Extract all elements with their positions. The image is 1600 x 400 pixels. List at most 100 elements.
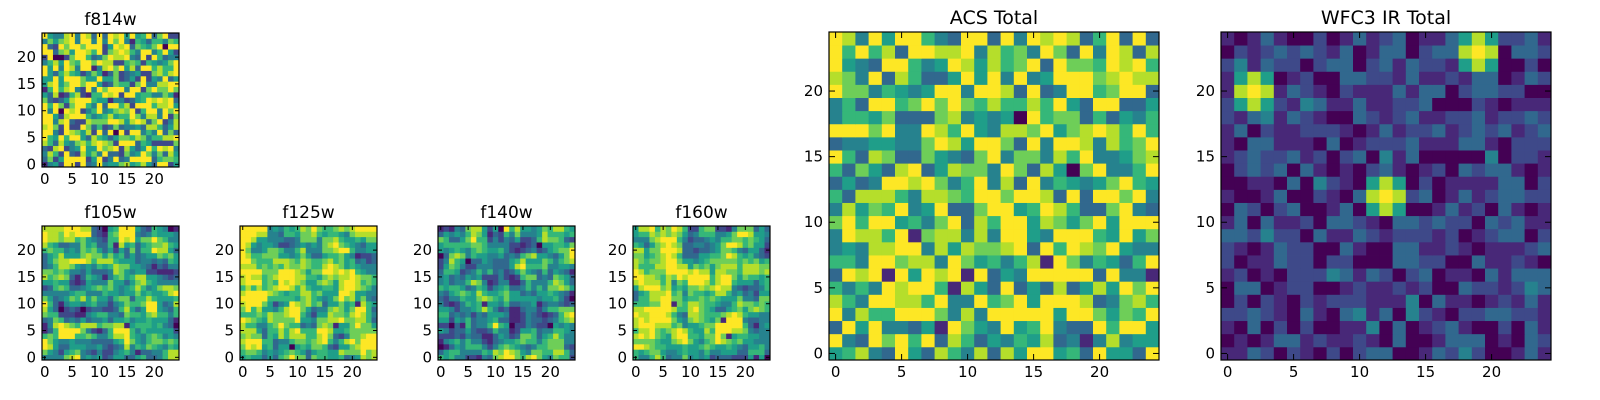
heatmap-cell	[638, 268, 645, 275]
heatmap-cell	[709, 268, 716, 275]
heatmap-cell	[162, 242, 169, 248]
heatmap-cell	[868, 45, 883, 59]
heatmap-cell	[731, 333, 738, 339]
heatmap-cell	[278, 263, 285, 270]
heatmap-cell	[267, 247, 274, 254]
heatmap-cell	[151, 295, 158, 302]
heatmap-cell	[1537, 346, 1552, 361]
heatmap-cell	[63, 231, 70, 238]
heatmap-cell	[91, 295, 98, 302]
heatmap-cell	[129, 161, 136, 168]
heatmap-cell	[1053, 58, 1067, 72]
heatmap-cell	[1234, 215, 1248, 230]
heatmap-cell	[69, 156, 76, 163]
heatmap-cell	[305, 252, 312, 259]
heatmap-cell	[1339, 228, 1354, 243]
heatmap-cell	[63, 327, 70, 334]
heatmap-cell	[448, 338, 455, 345]
heatmap-cell	[349, 236, 356, 243]
heatmap-cell	[1145, 123, 1160, 138]
heatmap-cell	[140, 263, 147, 270]
heatmap-cell	[443, 226, 450, 232]
heatmap-cell	[1119, 281, 1133, 295]
heatmap-cell	[443, 343, 450, 350]
heatmap-cell	[1119, 110, 1133, 125]
heatmap-cell	[1537, 32, 1552, 46]
heatmap-cell	[1485, 110, 1499, 125]
heatmap-cell	[338, 284, 345, 291]
heatmap-cell	[654, 327, 661, 334]
heatmap-cell	[764, 306, 771, 313]
heatmap-cell	[459, 263, 466, 270]
heatmap-cell	[245, 279, 252, 286]
heatmap-cell	[63, 129, 70, 136]
heatmap-cell	[1079, 84, 1094, 98]
heatmap-cell	[344, 338, 350, 345]
heatmap-cell	[1471, 97, 1486, 112]
heatmap-cell	[96, 70, 103, 77]
heatmap-cell	[272, 354, 279, 361]
heatmap-cell	[344, 311, 350, 318]
heatmap-cell	[1066, 268, 1081, 282]
heatmap-cell	[360, 236, 367, 243]
heatmap-cell	[974, 97, 988, 112]
heatmap-cell	[1353, 176, 1367, 190]
heatmap-cell	[1119, 268, 1133, 282]
heatmap-cell	[895, 255, 909, 269]
heatmap-cell	[987, 176, 1001, 190]
heatmap-cell	[333, 258, 340, 264]
heatmap-cell	[151, 231, 158, 238]
heatmap-cell	[443, 317, 450, 323]
heatmap-cell	[85, 333, 92, 339]
heatmap-cell	[107, 284, 114, 291]
heatmap-cell	[151, 284, 158, 291]
heatmap-cell	[987, 307, 1001, 322]
heatmap-cell	[289, 226, 296, 232]
heatmap-cell	[1273, 268, 1288, 282]
heatmap-cell	[1106, 32, 1120, 46]
heatmap-cell	[895, 333, 909, 348]
heatmap-cell	[1247, 71, 1261, 85]
heatmap-cell	[316, 236, 323, 243]
heatmap-cell	[168, 290, 174, 297]
heatmap-cell	[1273, 176, 1288, 190]
heatmap-cell	[1040, 71, 1054, 85]
heatmap-cell	[693, 306, 700, 313]
heatmap-cell	[961, 176, 975, 190]
heatmap-cell	[69, 327, 76, 334]
heatmap-cell	[52, 263, 59, 270]
heatmap-cell	[1392, 71, 1407, 85]
heatmap-cell	[660, 290, 667, 297]
heatmap-cell	[1353, 307, 1367, 322]
heatmap-cell	[366, 301, 372, 307]
heatmap-cell	[250, 349, 257, 356]
heatmap-cell	[531, 343, 538, 350]
heatmap-cell	[934, 32, 949, 46]
heatmap-cell	[737, 317, 743, 323]
heatmap-cell	[102, 306, 109, 313]
heatmap-cell	[360, 317, 367, 323]
heatmap-cell	[294, 290, 301, 297]
heatmap-cell	[643, 258, 650, 264]
heatmap-cell	[371, 284, 378, 291]
heatmap-cell	[371, 317, 378, 323]
heatmap-cell	[855, 71, 869, 85]
heatmap-cell	[514, 338, 521, 345]
heatmap-cell	[256, 295, 263, 302]
heatmap-cell	[1145, 333, 1160, 348]
heatmap-cell	[487, 247, 494, 254]
heatmap-cell	[1234, 84, 1248, 98]
heatmap-cell	[129, 43, 136, 50]
heatmap-cell	[42, 311, 48, 318]
heatmap-cell	[542, 317, 548, 323]
heatmap-cell	[151, 290, 158, 297]
x-tick-label: 20	[145, 170, 164, 188]
heatmap-cell	[564, 226, 570, 232]
heatmap-cell	[438, 338, 444, 345]
x-tick-label: 15	[117, 363, 136, 381]
heatmap-cell	[1392, 294, 1407, 308]
heatmap-cell	[69, 311, 76, 318]
heatmap-cell	[1524, 32, 1539, 46]
heatmap-cell	[168, 150, 174, 157]
heatmap-cell	[715, 284, 722, 291]
